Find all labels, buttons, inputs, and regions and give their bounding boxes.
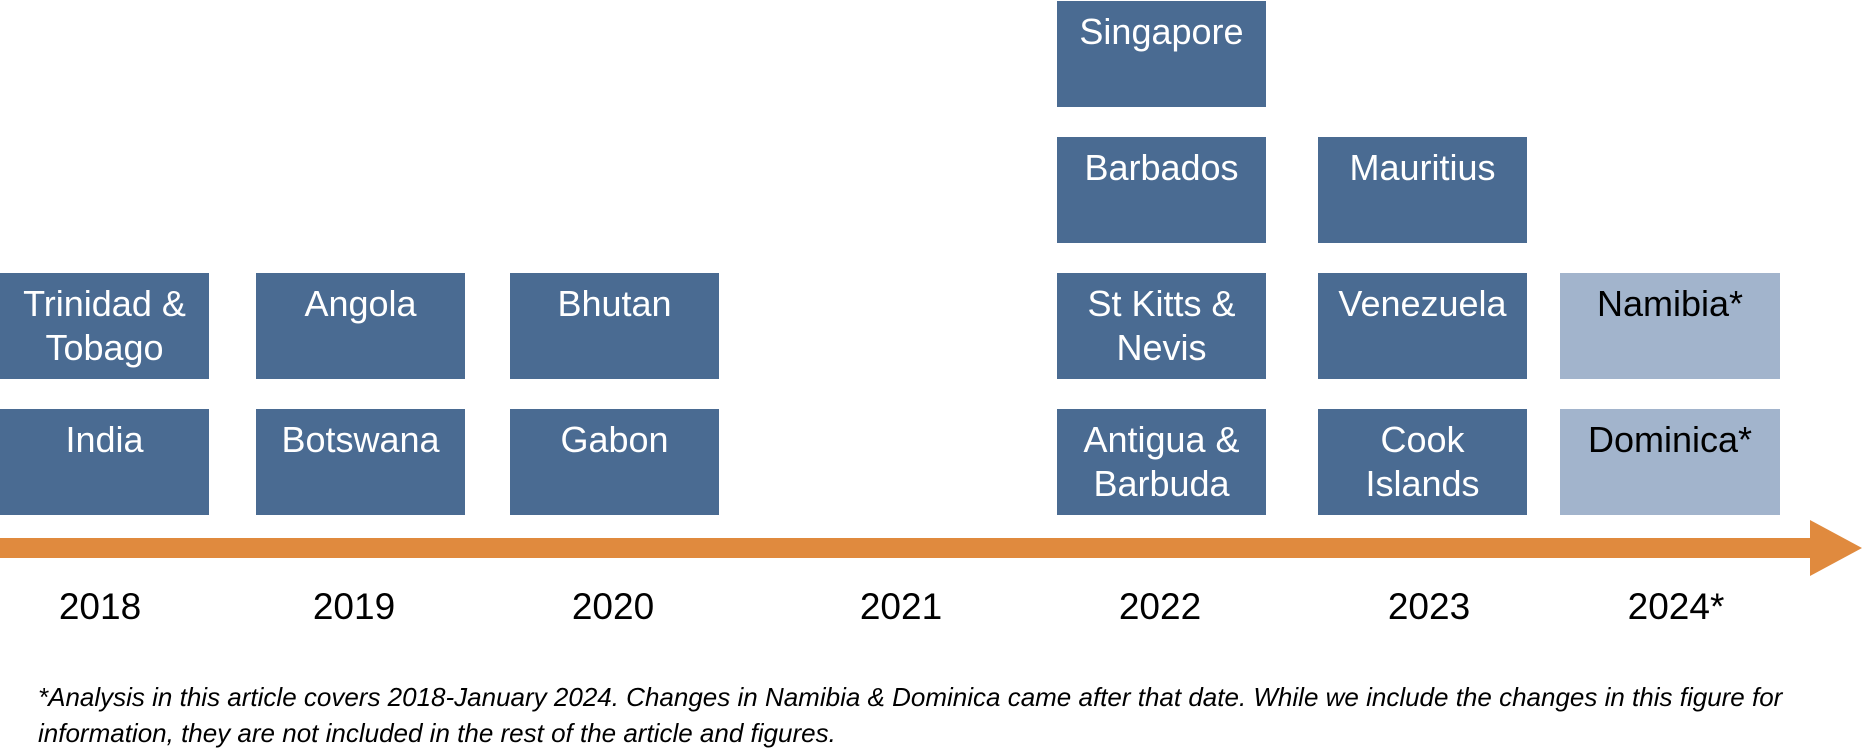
year-label-2019: 2019 [312,586,396,627]
country-box-venezuela: Venezuela [1318,273,1527,379]
year-label-2018: 2018 [58,586,142,627]
year-label-2024: 2024* [1627,586,1725,627]
year-label-2023: 2023 [1387,586,1471,627]
country-box-mauritius: Mauritius [1318,137,1527,243]
country-box-india: India [0,409,209,515]
country-box-cook-islands: Cook Islands [1318,409,1527,515]
timeline-arrow [0,520,1862,576]
footnote: *Analysis in this article covers 2018-Ja… [38,682,1783,748]
country-box-singapore: Singapore [1057,1,1266,107]
country-box-botswana: Botswana [256,409,465,515]
timeline-arrow-shaft [0,538,1815,558]
timeline-arrow-head [1810,520,1862,576]
country-box-bhutan: Bhutan [510,273,719,379]
year-label-2020: 2020 [571,586,655,627]
country-box-angola: Angola [256,273,465,379]
year-label-2022: 2022 [1118,586,1202,627]
country-box-dominica: Dominica* [1560,409,1780,515]
country-box-gabon: Gabon [510,409,719,515]
country-box-trinidad-tobago: Trinidad & Tobago [0,273,209,379]
country-box-barbados: Barbados [1057,137,1266,243]
country-box-st-kitts-nevis: St Kitts & Nevis [1057,273,1266,379]
year-label-2021: 2021 [859,586,943,627]
country-box-antigua-barbuda: Antigua & Barbuda [1057,409,1266,515]
country-box-namibia: Namibia* [1560,273,1780,379]
